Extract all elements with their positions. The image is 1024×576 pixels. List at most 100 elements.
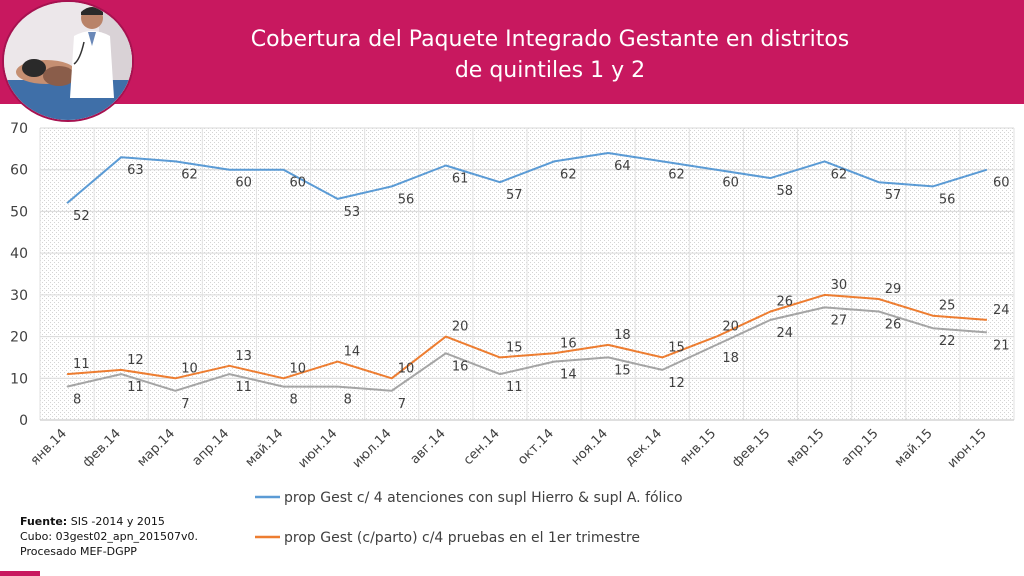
x-tick-label: фев.14 — [80, 426, 124, 470]
data-label: 10 — [181, 361, 198, 376]
legend: prop Gest c/ 4 atenciones con supl Hierr… — [255, 490, 683, 546]
y-tick-label: 10 — [10, 371, 28, 387]
data-label: 18 — [722, 351, 739, 366]
data-label: 8 — [73, 393, 81, 408]
data-label: 7 — [181, 397, 189, 412]
x-tick-label: янв.14 — [28, 426, 70, 468]
legend-label: prop Gest c/ 4 atenciones con supl Hierr… — [284, 490, 683, 506]
data-label: 7 — [398, 397, 406, 412]
data-label: 20 — [452, 320, 469, 335]
source-line-2: Cubo: 03gest02_apn_201507v0. — [20, 530, 199, 543]
data-label: 30 — [831, 278, 848, 293]
x-tick-label: сен.14 — [461, 426, 503, 468]
data-label: 14 — [344, 345, 361, 360]
line-chart: 0 10 20 30 40 50 60 70 янв.14 фев.14 мар.14 апр.14… — [10, 121, 1015, 546]
data-label: 11 — [506, 380, 523, 395]
x-tick-label: май.14 — [243, 426, 287, 470]
data-label: 18 — [614, 328, 631, 343]
x-tick-label: мар.15 — [784, 426, 828, 470]
data-label: 26 — [777, 295, 794, 310]
legend-label: prop Gest (c/parto) c/4 pruebas en el 1e… — [284, 530, 640, 546]
data-label: 62 — [181, 167, 198, 182]
x-tick-label: май.15 — [892, 426, 936, 470]
x-tick-label: июн.15 — [945, 426, 990, 471]
x-axis: янв.14 фев.14 мар.14 апр.14 май.14 июн.14 июл.… — [28, 419, 1014, 471]
y-tick-label: 70 — [10, 121, 28, 137]
data-label: 15 — [614, 363, 631, 378]
x-tick-label: июл.14 — [350, 426, 395, 471]
data-label: 13 — [235, 349, 252, 364]
y-tick-label: 0 — [19, 413, 28, 429]
source-line-3: Procesado MEF-DGPP — [20, 545, 137, 558]
title-line-2: de quintiles 1 y 2 — [454, 58, 646, 83]
data-label: 63 — [127, 163, 144, 178]
data-label: 24 — [993, 303, 1010, 318]
data-label: 60 — [235, 176, 252, 191]
y-tick-label: 30 — [10, 288, 28, 304]
y-tick-label: 40 — [10, 246, 28, 262]
data-label: 26 — [885, 318, 902, 333]
data-label: 25 — [939, 299, 956, 314]
data-label: 16 — [452, 359, 469, 374]
data-label: 24 — [777, 326, 794, 341]
data-label: 60 — [290, 176, 307, 191]
x-tick-label: апр.15 — [839, 426, 882, 469]
data-label: 10 — [398, 361, 415, 376]
series-line-2 — [67, 293, 987, 380]
data-label: 11 — [235, 380, 252, 395]
x-tick-label: окт.14 — [515, 426, 557, 468]
source-line-1: SIS -2014 y 2015 — [67, 515, 165, 528]
y-axis: 0 10 20 30 40 50 60 70 — [10, 121, 28, 429]
series-lines — [66, 152, 988, 392]
data-label: 20 — [722, 320, 739, 335]
data-label: 12 — [668, 376, 685, 391]
data-label: 60 — [722, 176, 739, 191]
data-label: 52 — [73, 209, 90, 224]
y-tick-label: 50 — [10, 204, 28, 220]
data-label: 60 — [993, 176, 1010, 191]
data-label: 8 — [344, 393, 352, 408]
data-label: 62 — [560, 167, 577, 182]
y-tick-label: 60 — [10, 163, 28, 179]
data-label: 12 — [127, 353, 144, 368]
x-tick-label: фев.15 — [729, 426, 773, 470]
data-label: 29 — [885, 282, 902, 297]
x-tick-label: апр.14 — [190, 426, 233, 469]
x-tick-label: авг.14 — [408, 426, 449, 467]
data-label: 10 — [290, 361, 307, 376]
title-line-1: Cobertura del Paquete Integrado Gestante… — [250, 27, 850, 52]
data-label: 61 — [452, 172, 469, 187]
y-tick-label: 20 — [10, 330, 28, 346]
x-tick-label: мар.14 — [134, 426, 178, 470]
x-tick-label: ноя.14 — [569, 426, 611, 468]
x-tick-label: дек.14 — [622, 426, 665, 469]
header-banner: Cobertura del Paquete Integrado Gestante… — [0, 0, 1024, 122]
page-title: Cobertura del Paquete Integrado Gestante… — [190, 24, 910, 86]
x-tick-label: янв.15 — [677, 426, 719, 468]
data-label: 21 — [993, 338, 1010, 353]
data-label: 15 — [506, 340, 523, 355]
data-label: 22 — [939, 334, 956, 349]
bottom-accent-bar — [0, 571, 40, 576]
data-label: 27 — [831, 313, 848, 328]
data-label: 53 — [344, 205, 361, 220]
source-label: Fuente: — [20, 515, 68, 528]
doctor-patient-photo-icon — [4, 2, 132, 120]
data-label: 56 — [398, 192, 415, 207]
data-label: 58 — [777, 184, 794, 199]
series-line-1 — [66, 152, 988, 204]
data-label: 8 — [290, 393, 298, 408]
data-label: 62 — [668, 167, 685, 182]
data-label: 62 — [831, 167, 848, 182]
data-label: 64 — [614, 159, 631, 174]
data-label: 57 — [885, 188, 902, 203]
x-tick-label: июн.14 — [295, 426, 340, 471]
data-label: 56 — [939, 192, 956, 207]
data-label: 14 — [560, 368, 577, 383]
series-line-3 — [66, 306, 987, 392]
data-label: 11 — [73, 357, 90, 372]
source-note: Fuente: SIS -2014 y 2015 Cubo: 03gest02_… — [20, 514, 198, 559]
data-labels: 52 63 62 60 60 53 56 61 57 62 64 62 60 58 62 57 56 60 11 12… — [73, 159, 1009, 412]
data-label: 11 — [127, 380, 144, 395]
data-label: 16 — [560, 336, 577, 351]
